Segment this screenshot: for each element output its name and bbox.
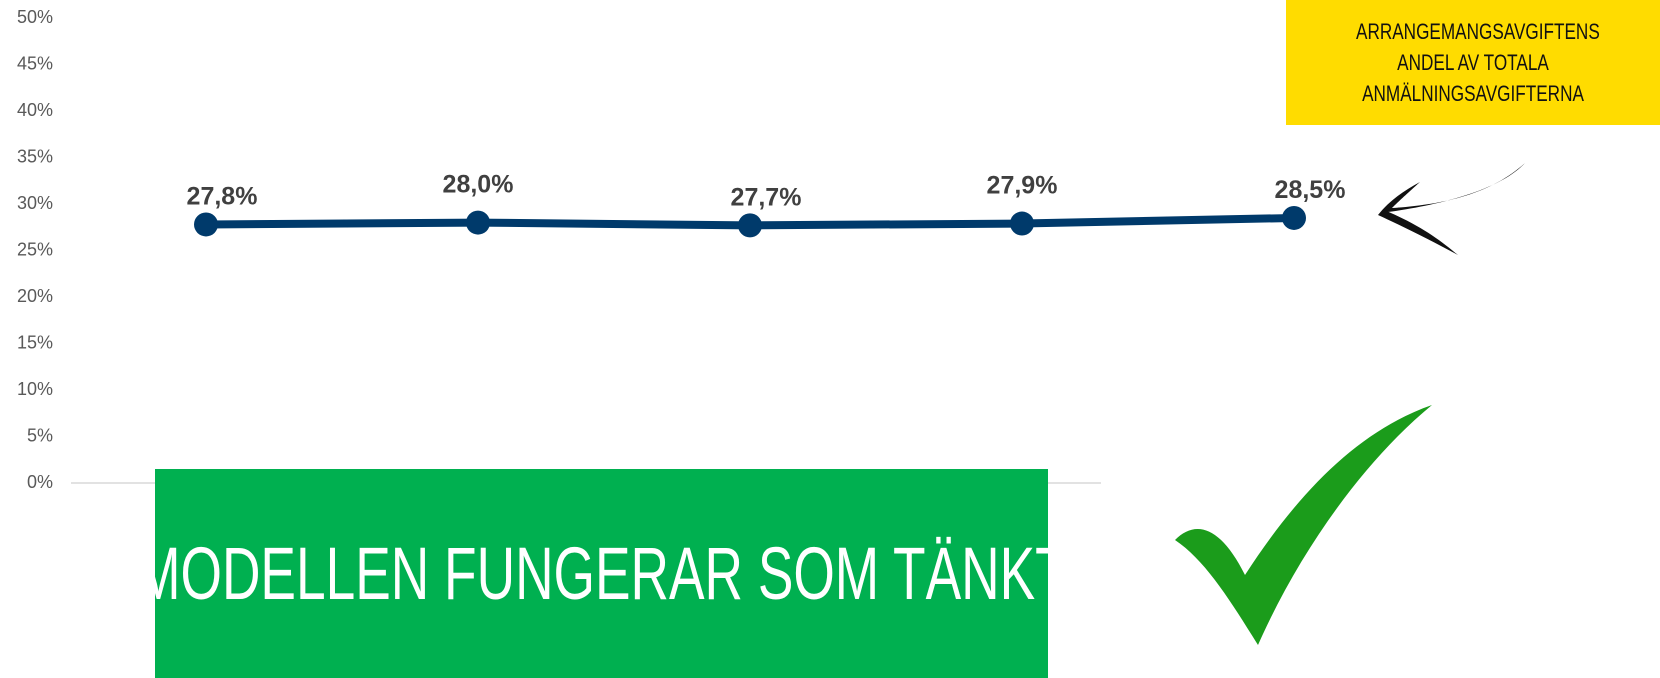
marker [1282, 205, 1306, 230]
data-label: 27,9% [987, 172, 1058, 200]
marker [466, 210, 490, 235]
data-label: 28,5% [1275, 176, 1346, 204]
y-tick-label: 15% [17, 332, 53, 352]
data-label: 27,7% [731, 183, 802, 211]
check-mark [1175, 405, 1432, 645]
annotation-box: ARRANGEMANGSAVGIFTENS ANDEL AV TOTALA AN… [1286, 0, 1660, 125]
y-tick-label: 40% [17, 100, 53, 120]
annotation: ARRANGEMANGSAVGIFTENS ANDEL AV TOTALA AN… [1356, 19, 1600, 106]
y-tick-label: 20% [17, 286, 53, 306]
conclusion-box: MODELLEN FUNGERAR SOM TÄNKT [136, 469, 1067, 678]
y-tick-label: 30% [17, 193, 53, 213]
y-tick-label: 50% [17, 7, 53, 27]
y-tick-label: 10% [17, 379, 53, 399]
y-tick-label: 5% [27, 425, 53, 445]
arrow [1378, 163, 1525, 255]
y-tick-label: 25% [17, 239, 53, 259]
y-tick-label: 0% [27, 472, 53, 492]
data-label: 27,8% [187, 182, 258, 210]
marker [738, 213, 762, 238]
y-tick-label: 35% [17, 146, 53, 166]
marker [1010, 211, 1034, 236]
conclusion: MODELLEN FUNGERAR SOM TÄNKT [135, 532, 1068, 615]
marker [194, 212, 218, 237]
y-tick-label: 45% [17, 53, 53, 73]
data-label: 28,0% [443, 171, 514, 199]
